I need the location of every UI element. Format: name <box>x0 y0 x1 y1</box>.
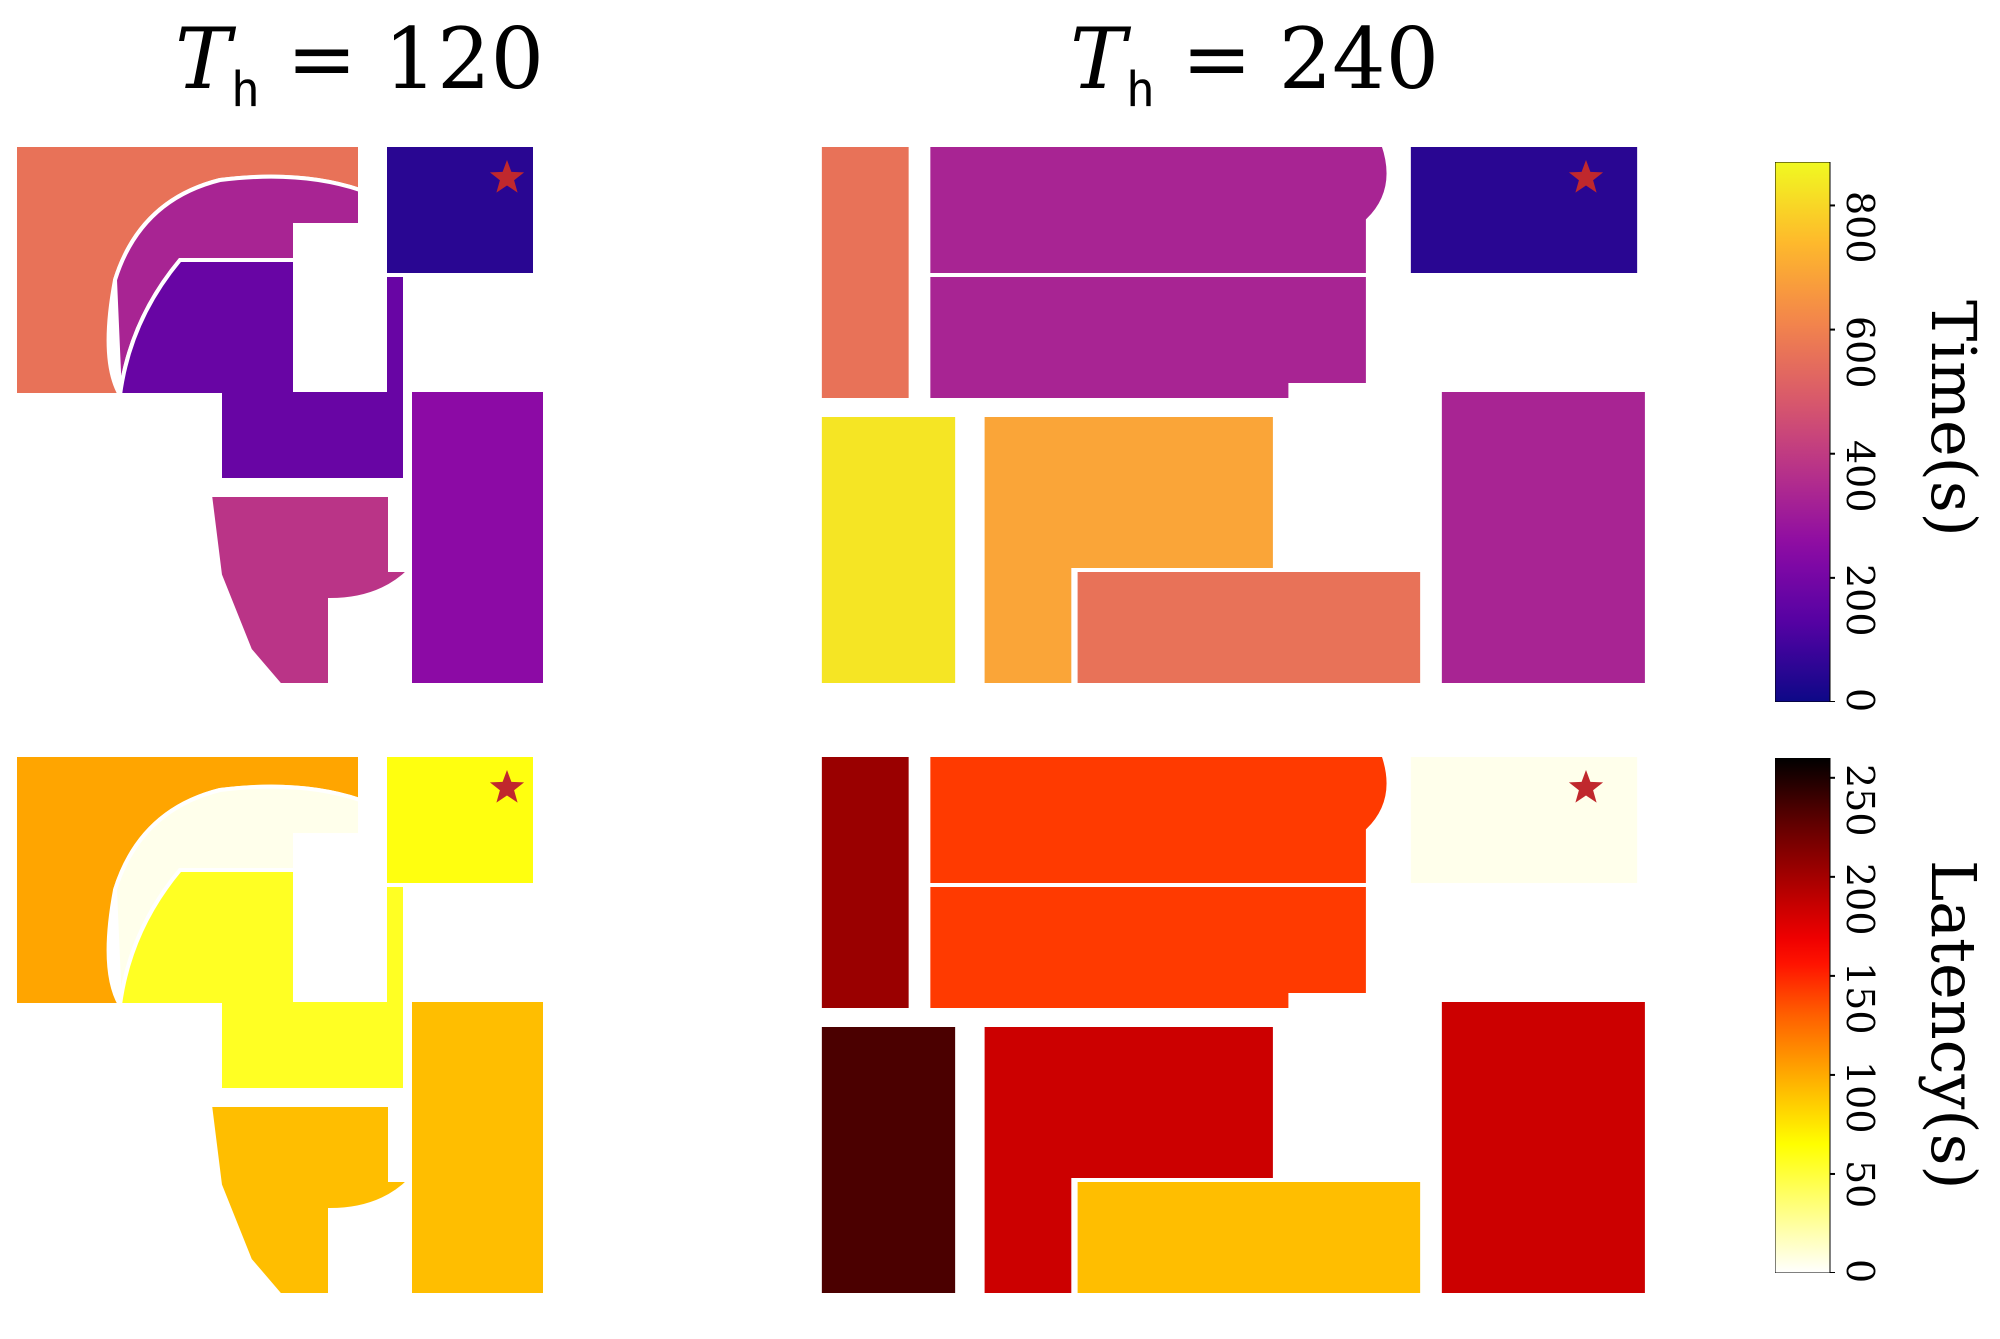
room-cell <box>117 868 407 1092</box>
floorplan-heatmap <box>815 143 1652 687</box>
room-cell <box>1071 1178 1427 1297</box>
room-cell <box>1071 568 1427 687</box>
colorbar-fill <box>1775 758 1831 1273</box>
colorbar-tick-label: 50 <box>1838 1159 1882 1209</box>
colorbar-latency <box>1775 758 1835 1273</box>
title-subscript: h <box>1126 62 1155 118</box>
heatmap-panel-latency-240 <box>780 740 1725 1330</box>
room-cell <box>383 753 537 887</box>
colorbar-time-title: Time(s) <box>1917 300 1990 537</box>
colorbar-tick-label: 0 <box>1838 1259 1882 1284</box>
room-cell <box>815 753 915 1012</box>
title-symbol: T <box>175 10 232 108</box>
floorplan-rooms <box>815 143 1652 687</box>
floorplan-heatmap <box>13 143 547 687</box>
floorplan-rooms <box>815 753 1652 1297</box>
room-cell <box>1435 388 1652 687</box>
room-cell <box>924 883 1373 1012</box>
column-title-left: Th = 120 <box>175 10 544 118</box>
heatmap-panel-latency-120 <box>0 740 720 1330</box>
room-cell <box>1435 998 1652 1297</box>
colorbar-tick-label: 250 <box>1838 763 1882 837</box>
title-relation: = 240 <box>1181 10 1440 108</box>
colorbar-tick-label: 150 <box>1838 961 1882 1035</box>
room-cell <box>408 388 547 687</box>
colorbar-tick-label: 400 <box>1838 439 1882 513</box>
room-cell <box>207 1103 415 1297</box>
start-star-icon <box>489 770 525 803</box>
room-cell <box>1404 143 1644 277</box>
colorbar-fill <box>1775 162 1831 702</box>
colorbar-gradient <box>1775 758 1835 1273</box>
room-cell <box>924 753 1393 887</box>
floorplan-rooms <box>13 143 547 687</box>
room-cell <box>815 413 962 687</box>
start-star-icon <box>489 160 525 193</box>
title-relation: = 120 <box>286 10 545 108</box>
colorbar-tick-label: 0 <box>1838 688 1882 713</box>
room-cell <box>117 258 407 482</box>
colorbar-tick-label: 600 <box>1838 315 1882 389</box>
title-symbol: T <box>1070 10 1127 108</box>
colorbar-time <box>1775 162 1835 702</box>
floorplan-rooms <box>13 753 547 1297</box>
column-title-right: Th = 240 <box>1070 10 1439 118</box>
heatmap-panel-time-120 <box>0 130 720 720</box>
heatmap-panel-time-240 <box>780 130 1725 720</box>
room-cell <box>207 493 415 687</box>
colorbar-tick-label: 100 <box>1838 1060 1882 1134</box>
room-cell <box>815 1023 962 1297</box>
room-cell <box>1404 753 1644 887</box>
floorplan-heatmap <box>13 753 547 1297</box>
colorbar-latency-title: Latency(s) <box>1917 860 1990 1190</box>
room-cell <box>383 143 537 277</box>
floorplan-heatmap <box>815 753 1652 1297</box>
colorbar-tick-label: 800 <box>1838 191 1882 264</box>
room-cell <box>924 273 1373 402</box>
title-subscript: h <box>231 62 260 118</box>
colorbar-gradient <box>1775 162 1835 702</box>
room-cell <box>924 143 1393 277</box>
room-cell <box>408 998 547 1297</box>
start-star-icon <box>1568 770 1604 803</box>
colorbar-tick-label: 200 <box>1838 563 1882 637</box>
start-star-icon <box>1568 160 1604 193</box>
room-cell <box>815 143 915 402</box>
colorbar-tick-label: 200 <box>1838 862 1882 936</box>
